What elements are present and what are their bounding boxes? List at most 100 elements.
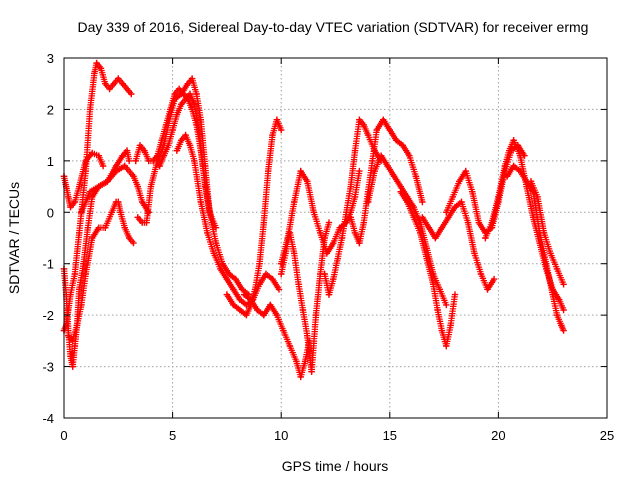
data-point bbox=[273, 116, 281, 123]
data-point bbox=[334, 255, 341, 262]
data-point bbox=[126, 157, 133, 165]
data-point bbox=[278, 126, 285, 134]
data-point bbox=[449, 193, 456, 201]
data-point bbox=[356, 116, 363, 123]
data-point bbox=[543, 260, 550, 267]
data-point bbox=[126, 234, 133, 242]
data-point bbox=[236, 296, 244, 303]
data-point bbox=[173, 147, 181, 154]
data-point bbox=[373, 126, 380, 134]
data-point bbox=[106, 85, 113, 93]
y-tick-label: 1 bbox=[47, 154, 54, 169]
data-point bbox=[110, 80, 118, 87]
data-point bbox=[269, 275, 276, 283]
data-point bbox=[278, 260, 285, 267]
data-point bbox=[188, 75, 196, 82]
data-point bbox=[325, 291, 333, 298]
data-point bbox=[419, 198, 426, 206]
data-point bbox=[510, 137, 517, 144]
data-point bbox=[65, 193, 72, 201]
data-point bbox=[386, 126, 393, 134]
data-point bbox=[204, 193, 211, 201]
y-tick-label: -1 bbox=[42, 257, 54, 272]
data-point bbox=[119, 80, 126, 87]
data-point bbox=[197, 198, 204, 206]
data-point bbox=[490, 275, 498, 283]
data-point bbox=[262, 270, 270, 278]
data-point bbox=[432, 234, 439, 242]
data-point bbox=[91, 70, 98, 77]
data-point bbox=[143, 219, 150, 226]
data-point bbox=[260, 219, 267, 226]
data-point bbox=[304, 178, 311, 185]
data-point bbox=[369, 157, 376, 165]
data-point bbox=[236, 306, 244, 314]
data-point bbox=[390, 173, 398, 180]
data-point bbox=[278, 270, 285, 278]
data-point bbox=[553, 265, 561, 273]
data-point bbox=[73, 322, 81, 329]
data-point bbox=[293, 358, 300, 365]
data-point bbox=[165, 142, 172, 149]
data-point bbox=[69, 363, 76, 370]
data-point bbox=[86, 188, 94, 195]
y-tick-label: -3 bbox=[42, 360, 54, 375]
data-point bbox=[436, 286, 443, 293]
data-point bbox=[238, 286, 246, 293]
data-point bbox=[123, 85, 131, 93]
data-point bbox=[95, 152, 102, 159]
data-point bbox=[347, 183, 354, 190]
data-point bbox=[97, 65, 105, 72]
data-point bbox=[76, 183, 83, 190]
data-point bbox=[247, 296, 254, 303]
data-point bbox=[80, 260, 87, 267]
data-point bbox=[330, 275, 337, 283]
data-point bbox=[458, 198, 465, 206]
data-point bbox=[451, 203, 459, 211]
data-point bbox=[410, 203, 417, 211]
y-tick-label: 3 bbox=[47, 51, 54, 66]
data-point bbox=[119, 152, 126, 159]
data-point bbox=[204, 229, 211, 237]
data-point bbox=[297, 167, 304, 175]
series-satellite-track-8 bbox=[156, 90, 252, 298]
data-point bbox=[443, 301, 450, 309]
data-point bbox=[410, 214, 417, 221]
data-point bbox=[323, 250, 330, 257]
data-point bbox=[351, 147, 359, 154]
data-point bbox=[78, 209, 85, 216]
y-tick-label: -4 bbox=[42, 411, 54, 426]
data-point bbox=[208, 219, 215, 226]
data-point bbox=[147, 183, 155, 190]
data-point bbox=[95, 183, 102, 190]
data-point bbox=[325, 219, 333, 226]
data-point bbox=[558, 322, 565, 329]
data-point bbox=[299, 306, 307, 314]
data-point bbox=[199, 162, 207, 170]
data-point bbox=[89, 234, 96, 242]
data-point bbox=[273, 311, 281, 319]
data-point bbox=[212, 239, 220, 247]
data-point bbox=[223, 275, 231, 283]
data-point bbox=[447, 322, 454, 329]
data-layer bbox=[60, 59, 567, 381]
data-point bbox=[404, 198, 411, 206]
data-point bbox=[217, 265, 224, 273]
data-point bbox=[123, 147, 131, 154]
data-point bbox=[495, 193, 502, 201]
y-tick-label: -2 bbox=[42, 308, 54, 323]
data-point bbox=[356, 239, 363, 247]
data-point bbox=[445, 214, 452, 221]
data-point bbox=[560, 327, 567, 334]
x-tick-label: 15 bbox=[383, 428, 397, 443]
data-point bbox=[406, 152, 413, 159]
data-point bbox=[295, 281, 302, 288]
data-point bbox=[417, 229, 424, 237]
data-point bbox=[443, 342, 450, 350]
data-point bbox=[291, 198, 298, 206]
series-satellite-track-4 bbox=[65, 198, 137, 345]
data-point bbox=[139, 198, 146, 206]
data-point bbox=[477, 270, 485, 278]
data-point bbox=[501, 162, 509, 170]
